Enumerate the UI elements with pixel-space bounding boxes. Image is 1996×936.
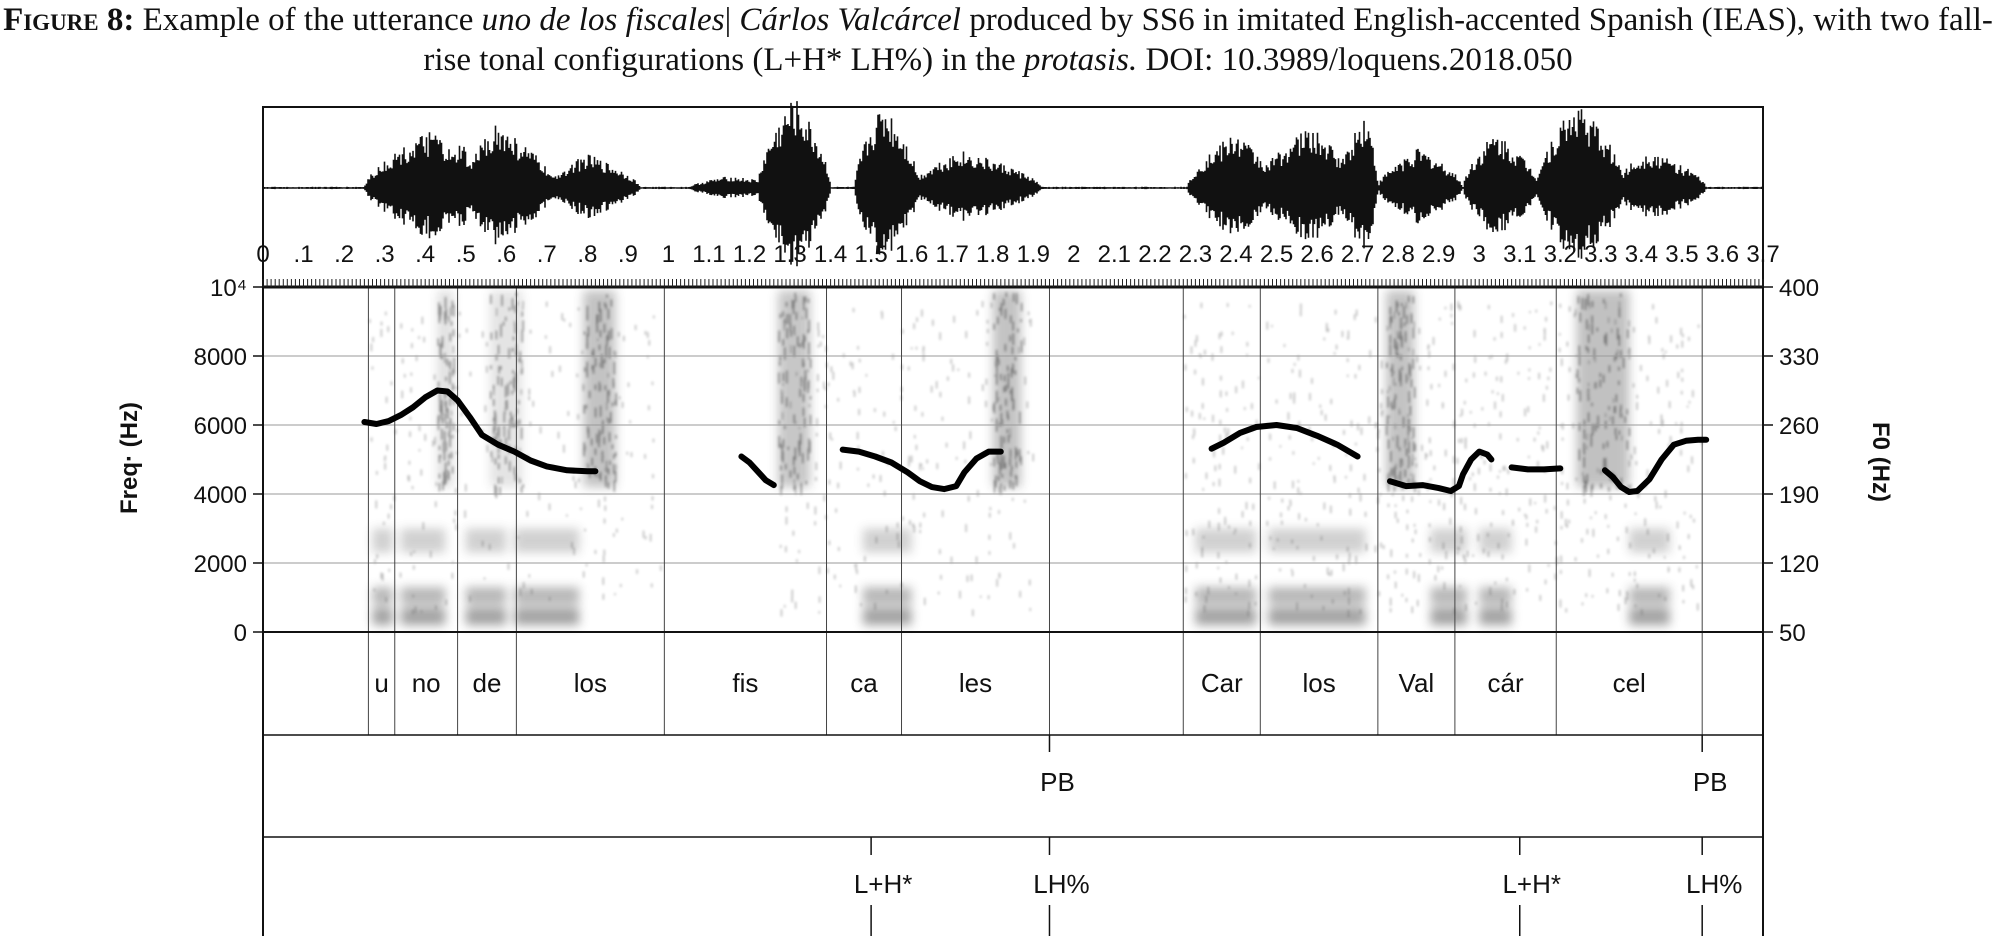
- time-tick-label: 2.2: [1138, 241, 1171, 268]
- time-tick-label: .7: [537, 241, 557, 268]
- caption-italic-3: protasis.: [1023, 42, 1138, 78]
- time-tick-label: 1.8: [976, 241, 1009, 268]
- time-tick-label: 1.5: [854, 241, 887, 268]
- spectrogram-image: [369, 290, 1703, 626]
- left-tick-label: 0: [234, 620, 247, 647]
- time-tick-label: 3.3: [1584, 241, 1617, 268]
- right-axis: 50 120 190 260 330 400: [1763, 275, 1819, 647]
- left-tick-label: 2000: [194, 551, 247, 578]
- caption-italic-2: Cárlos Valcárcel: [739, 2, 961, 38]
- syllable-label: no: [412, 668, 441, 698]
- syllable-label: los: [1302, 668, 1335, 698]
- left-tick-label: 10⁴: [210, 275, 247, 302]
- time-tick-label: 1.7: [936, 241, 969, 268]
- time-tick-label: .4: [415, 241, 435, 268]
- time-tick-label: 1.3: [773, 241, 806, 268]
- time-tick-label: 2: [1067, 241, 1080, 268]
- break-label: PB: [1040, 767, 1075, 797]
- waveform: [262, 101, 1764, 267]
- annotation-tiers: u no de los fis ca les Car los Val cár cel PB PB L+H* L…: [374, 668, 1742, 936]
- time-tick-label: .2: [334, 241, 354, 268]
- time-tick-label: .1: [294, 241, 314, 268]
- grid-lines: [263, 355, 1763, 564]
- time-tick-label: 1.2: [733, 241, 766, 268]
- time-tick-label: 1.4: [814, 241, 847, 268]
- time-tick-label: .6: [496, 241, 516, 268]
- time-tick-label: 1.6: [895, 241, 928, 268]
- tone-label: L+H*: [854, 869, 913, 899]
- syllable-label: cel: [1613, 668, 1646, 698]
- time-tick-label: .8: [577, 241, 597, 268]
- time-tick-label: 2.1: [1098, 241, 1131, 268]
- left-tick-label: 6000: [194, 413, 247, 440]
- time-tick-label: 2.4: [1219, 241, 1252, 268]
- break-label: PB: [1693, 767, 1728, 797]
- plot-frames: [262, 106, 1764, 936]
- f0-segment-1: [361, 387, 599, 475]
- time-tick-label: 3.1: [1503, 241, 1536, 268]
- right-tick-label: 260: [1779, 413, 1819, 440]
- syllable-label: u: [374, 668, 388, 698]
- left-axis: 0 2000 4000 6000 8000 10⁴: [194, 275, 263, 647]
- time-tick-label: 3.4: [1625, 241, 1658, 268]
- f0-segment-3: [839, 446, 1004, 493]
- left-axis-label: Freq· (Hz): [116, 402, 143, 514]
- syllable-label: les: [959, 668, 992, 698]
- left-tick-label: 8000: [194, 344, 247, 371]
- time-tick-label: 2.5: [1260, 241, 1293, 268]
- caption-label: Figure 8:: [3, 2, 135, 38]
- right-axis-label: F0 (Hz): [1867, 422, 1894, 502]
- syllable-label: fis: [732, 668, 758, 698]
- time-tick-label: 2.8: [1381, 241, 1414, 268]
- f0-segment-5: [1387, 448, 1495, 494]
- caption-text-1: Example of the utterance: [134, 2, 482, 38]
- left-tick-label: 4000: [194, 482, 247, 509]
- tone-label: LH%: [1033, 869, 1089, 899]
- syllable-label: Val: [1399, 668, 1435, 698]
- right-tick-label: 330: [1779, 344, 1819, 371]
- tone-label: L+H*: [1502, 869, 1561, 899]
- syllable-label: ca: [850, 668, 878, 698]
- time-tick-label: 2.6: [1300, 241, 1333, 268]
- f0-segment-6: [1508, 464, 1564, 473]
- caption-text-2: |: [724, 2, 740, 38]
- time-tick-label: .3: [375, 241, 395, 268]
- outer-frame: [262, 106, 1764, 936]
- time-tick-label: .5: [456, 241, 476, 268]
- right-tick-label: 400: [1779, 275, 1819, 302]
- time-tick-label: 0: [256, 241, 269, 268]
- syllable-label: Car: [1201, 668, 1243, 698]
- caption-text-4: DOI: 10.3989/loquens.2018.050: [1137, 42, 1573, 78]
- time-tick-label: 1: [662, 241, 675, 268]
- syllable-label: de: [473, 668, 502, 698]
- f0-segment-2: [738, 453, 777, 489]
- f0-segment-7: [1601, 436, 1710, 495]
- time-tick-label: 1.1: [692, 241, 725, 268]
- time-tick-label: 3.5: [1665, 241, 1698, 268]
- right-tick-label: 50: [1779, 620, 1806, 647]
- time-tick-label: .9: [618, 241, 638, 268]
- f0-segment-4: [1208, 422, 1361, 460]
- segment-boundaries: [367, 287, 1703, 735]
- time-minor-ticks: [262, 279, 1764, 287]
- right-tick-label: 120: [1779, 551, 1819, 578]
- syllable-label: cár: [1488, 668, 1524, 698]
- time-tick-label: 3.6: [1706, 241, 1739, 268]
- caption-text-3: produced by SS6 in imitated English-acce…: [423, 2, 1993, 78]
- tone-label: LH%: [1686, 869, 1742, 899]
- caption-italic-1: uno de los fiscales: [481, 2, 725, 38]
- time-tick-label: 3: [1473, 241, 1486, 268]
- time-tick-label: 3.2: [1544, 241, 1577, 268]
- f0-contour: [361, 387, 1710, 495]
- time-tick-label: 2.7: [1341, 241, 1374, 268]
- figure-caption: Figure 8: Example of the utterance uno d…: [0, 0, 1996, 80]
- time-tick-label: 2.9: [1422, 241, 1455, 268]
- time-tick-label: 1.9: [1017, 241, 1050, 268]
- syllable-label: los: [574, 668, 607, 698]
- time-tick-label: 2.3: [1179, 241, 1212, 268]
- time-tick-label: 3.7: [1746, 241, 1779, 268]
- time-ticks: 0 .1 .2 .3 .4 .5 .6 .7 .8 .9 1 1.1 1.2 1.3 1.4 1.5 1.6 1.…: [256, 241, 1780, 287]
- right-tick-label: 190: [1779, 482, 1819, 509]
